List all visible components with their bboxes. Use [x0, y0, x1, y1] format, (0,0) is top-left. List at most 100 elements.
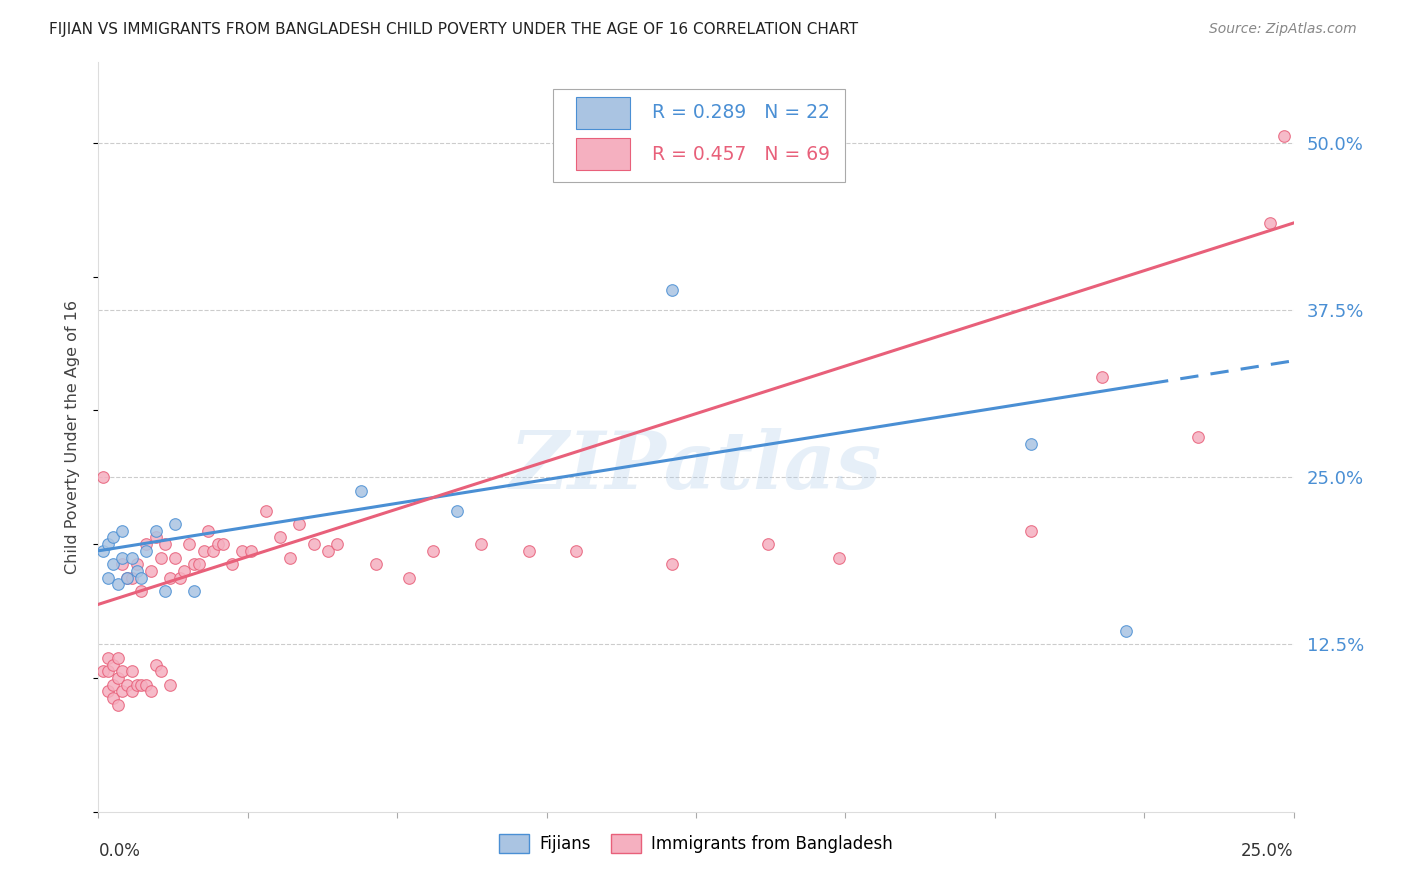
Y-axis label: Child Poverty Under the Age of 16: Child Poverty Under the Age of 16 [65, 300, 80, 574]
Point [135, 537, 157, 551]
Text: Source: ZipAtlas.com: Source: ZipAtlas.com [1209, 22, 1357, 37]
Legend: Fijians, Immigrants from Bangladesh: Fijians, Immigrants from Bangladesh [492, 827, 900, 860]
Point [350, 483, 373, 498]
Point [115, 571, 138, 585]
Point [121, 550, 143, 565]
Point [91, 470, 114, 484]
Point [97, 571, 120, 585]
Point [202, 543, 225, 558]
Point [179, 537, 201, 551]
Point [159, 571, 181, 585]
Point [101, 657, 124, 672]
Point [121, 684, 143, 698]
Point [756, 537, 779, 551]
Point [131, 571, 153, 585]
Point [135, 543, 157, 558]
Text: R = 0.457   N = 69: R = 0.457 N = 69 [652, 145, 830, 164]
Bar [576, 138, 630, 170]
Point [163, 550, 186, 565]
Point [101, 557, 124, 572]
Point [197, 524, 219, 538]
Point [107, 698, 129, 712]
Point [828, 550, 851, 565]
Point [97, 537, 120, 551]
Point [131, 678, 153, 692]
Point [278, 550, 301, 565]
Point [107, 577, 129, 591]
Text: ZIPatlas: ZIPatlas [510, 428, 882, 506]
Point [1258, 216, 1281, 230]
Point [145, 524, 167, 538]
Point [97, 684, 120, 698]
Text: 25.0%: 25.0% [1241, 842, 1294, 860]
Point [1019, 524, 1042, 538]
Point [97, 664, 120, 679]
Point [193, 543, 215, 558]
Point [221, 557, 243, 572]
Point [139, 564, 162, 578]
Point [91, 543, 114, 558]
Point [169, 571, 191, 585]
Bar [576, 97, 630, 128]
Point [97, 651, 120, 665]
Point [1091, 369, 1114, 384]
Point [446, 503, 468, 517]
Point [207, 537, 229, 551]
Point [661, 283, 683, 297]
Point [155, 537, 177, 551]
Point [125, 557, 148, 572]
Point [288, 517, 311, 532]
Point [101, 690, 124, 705]
Point [254, 503, 277, 517]
Point [1115, 624, 1137, 639]
Point [121, 571, 143, 585]
Point [91, 664, 114, 679]
Point [155, 584, 177, 599]
Point [269, 530, 291, 544]
Point [107, 651, 129, 665]
Point [111, 684, 134, 698]
Point [1019, 436, 1042, 450]
Point [145, 657, 167, 672]
Point [131, 584, 153, 599]
Point [111, 524, 134, 538]
Point [115, 678, 138, 692]
Point [111, 550, 134, 565]
Point [173, 564, 195, 578]
Text: 0.0%: 0.0% [98, 842, 141, 860]
Point [163, 517, 186, 532]
Point [316, 543, 339, 558]
Point [1272, 128, 1295, 143]
Point [422, 543, 444, 558]
Point [326, 537, 349, 551]
Point [111, 557, 134, 572]
Point [661, 557, 683, 572]
Point [240, 543, 263, 558]
Point [398, 571, 420, 585]
Point [149, 664, 172, 679]
FancyBboxPatch shape [553, 88, 845, 182]
Point [139, 684, 162, 698]
Point [517, 543, 540, 558]
Point [125, 678, 148, 692]
Point [121, 664, 143, 679]
Point [187, 557, 209, 572]
Text: R = 0.289   N = 22: R = 0.289 N = 22 [652, 103, 830, 122]
Point [183, 557, 205, 572]
Point [149, 550, 172, 565]
Point [183, 584, 205, 599]
Point [107, 671, 129, 685]
Point [302, 537, 325, 551]
Point [145, 530, 167, 544]
Point [470, 537, 492, 551]
Point [1187, 430, 1209, 444]
Point [211, 537, 233, 551]
Point [364, 557, 387, 572]
Point [135, 678, 157, 692]
Point [159, 678, 181, 692]
Text: FIJIAN VS IMMIGRANTS FROM BANGLADESH CHILD POVERTY UNDER THE AGE OF 16 CORRELATI: FIJIAN VS IMMIGRANTS FROM BANGLADESH CHI… [49, 22, 858, 37]
Point [565, 543, 588, 558]
Point [101, 678, 124, 692]
Point [111, 664, 134, 679]
Point [231, 543, 253, 558]
